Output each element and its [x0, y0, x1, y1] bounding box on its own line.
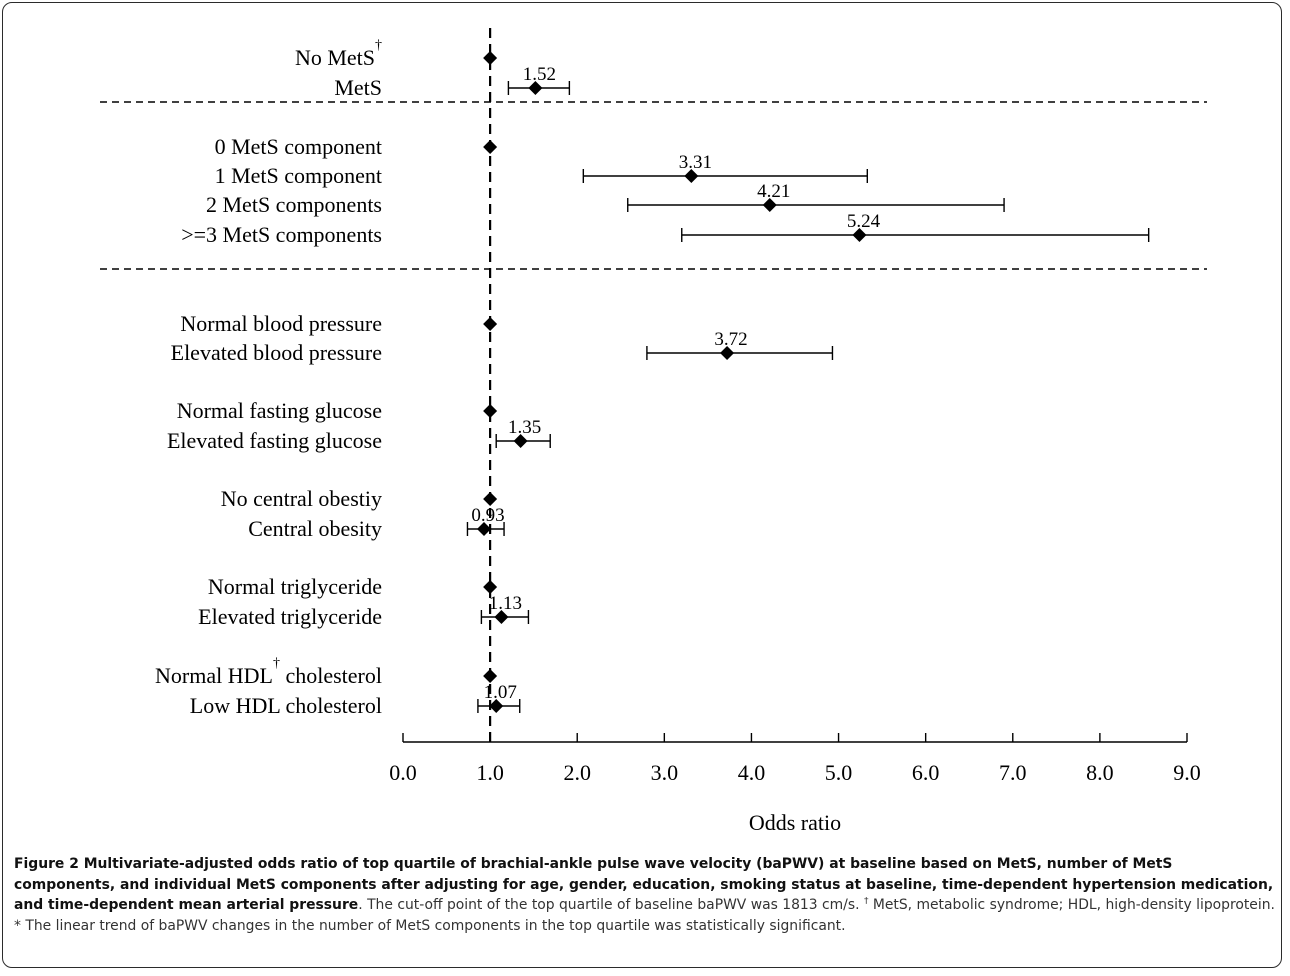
x-axis-label: Odds ratio: [749, 810, 841, 835]
row-label: Elevated fasting glucose: [167, 428, 382, 453]
x-tick-label: 3.0: [651, 760, 679, 785]
value-label: 1.07: [484, 682, 517, 703]
row-label: 2 MetS components: [206, 192, 382, 217]
point-estimate-marker: [762, 198, 777, 212]
caption-dagger: †: [863, 896, 869, 907]
x-tick-label: 1.0: [476, 760, 504, 785]
row-label: Normal fasting glucose: [177, 398, 382, 423]
point-estimate-marker: [513, 434, 528, 448]
value-label: 0.93: [471, 505, 504, 526]
row-label: Normal blood pressure: [180, 311, 382, 336]
row-label: Elevated blood pressure: [171, 340, 382, 365]
x-tick-label: 7.0: [999, 760, 1027, 785]
x-tick-label: 4.0: [738, 760, 766, 785]
x-tick-label: 0.0: [389, 760, 417, 785]
value-label: 4.21: [757, 181, 790, 202]
row-label: Elevated triglyceride: [198, 604, 382, 629]
value-label: 1.35: [508, 417, 541, 438]
row-label: MetS: [334, 75, 382, 100]
point-estimate-marker: [483, 669, 498, 683]
x-tick-label: 5.0: [825, 760, 853, 785]
x-tick-label: 9.0: [1173, 760, 1201, 785]
row-label: No central obestiy: [221, 486, 382, 511]
row-label: Central obesity: [248, 516, 382, 541]
row-label: Normal HDL† cholesterol: [155, 656, 382, 688]
caption-text-b: MetS, metabolic syndrome; HDL, high-dens…: [14, 897, 1275, 934]
x-tick-label: 2.0: [563, 760, 591, 785]
point-estimate-marker: [494, 610, 509, 624]
x-tick-label: 8.0: [1086, 760, 1114, 785]
row-label: 0 MetS component: [215, 134, 382, 159]
row-label: Normal triglyceride: [208, 574, 382, 599]
point-estimate-marker: [483, 317, 498, 331]
caption-text-a: . The cut-off point of the top quartile …: [358, 897, 864, 913]
value-label: 1.13: [489, 593, 522, 614]
value-label: 3.72: [714, 329, 747, 350]
row-label: 1 MetS component: [215, 163, 382, 188]
point-estimate-marker: [483, 580, 498, 594]
value-label: 1.52: [523, 64, 556, 85]
row-label: Low HDL cholesterol: [190, 693, 382, 718]
point-estimate-marker: [720, 346, 735, 360]
point-estimate-marker: [684, 169, 699, 183]
forest-plot: No MetS† MetS 1.52 0 MetS component 1 MetS c…: [100, 28, 1207, 835]
point-estimate-marker: [483, 404, 498, 418]
point-estimate-marker: [483, 140, 498, 154]
point-estimate-marker: [852, 228, 867, 242]
point-estimate-marker: [483, 51, 498, 65]
x-tick-label: 6.0: [912, 760, 940, 785]
value-label: 3.31: [679, 152, 712, 173]
caption-title: Figure 2 Multivariate-adjusted odds rati…: [14, 856, 1274, 913]
row-label: No MetS†: [295, 38, 382, 70]
point-estimate-marker: [483, 492, 498, 506]
figure-caption: Figure 2 Multivariate-adjusted odds rati…: [14, 854, 1276, 936]
row-label: >=3 MetS components: [181, 222, 382, 247]
value-label: 5.24: [847, 211, 881, 232]
point-estimate-marker: [528, 81, 543, 95]
point-estimate-marker: [477, 522, 492, 536]
point-estimate-marker: [489, 699, 504, 713]
